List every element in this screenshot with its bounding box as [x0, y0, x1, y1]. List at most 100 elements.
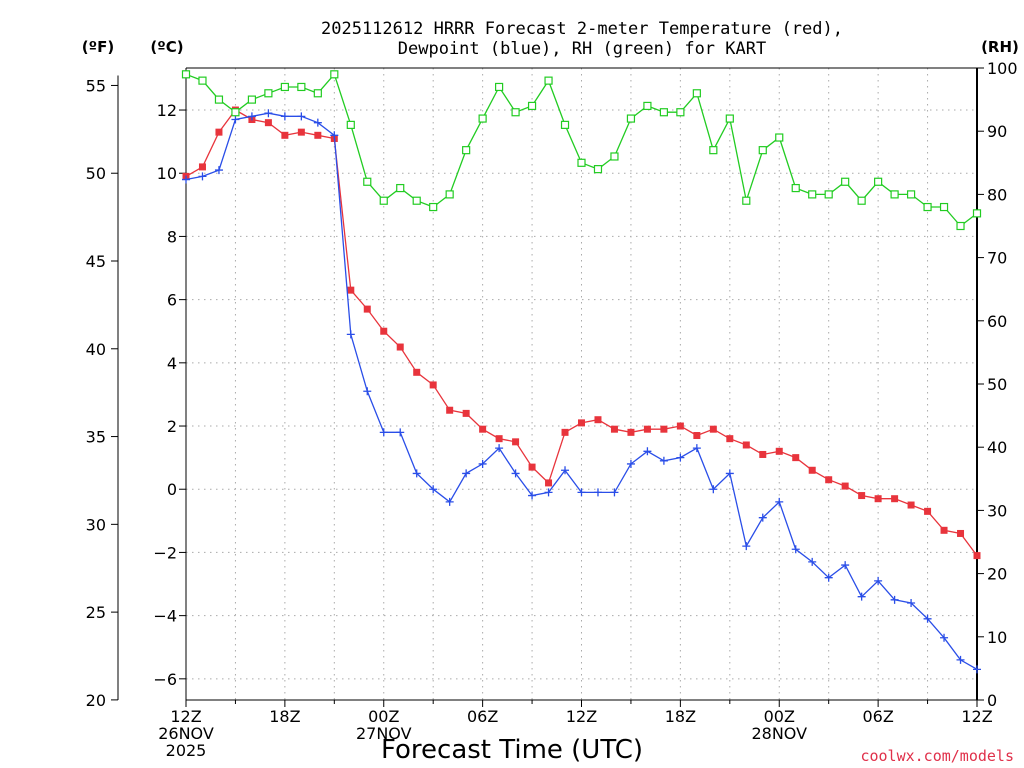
- x-tick-label: 2025: [166, 741, 207, 760]
- data-point-marker: [445, 497, 454, 506]
- data-point-marker: [231, 108, 240, 117]
- data-point-marker: [545, 479, 553, 487]
- data-point-marker: [314, 131, 322, 139]
- data-point-marker: [528, 491, 537, 500]
- chart-title-line-1: 2025112612 HRRR Forecast 2-meter Tempera…: [321, 19, 843, 39]
- rh-tick-label: 80: [987, 185, 1007, 204]
- data-point-marker: [775, 133, 784, 142]
- data-point-marker: [280, 82, 289, 92]
- data-point-marker: [330, 131, 339, 140]
- data-point-marker: [643, 447, 652, 456]
- x-tick-label: 12Z: [566, 707, 597, 726]
- data-point-marker: [610, 425, 618, 433]
- rh-tick-label: 60: [987, 312, 1007, 331]
- data-point-marker: [956, 655, 965, 664]
- data-point-marker: [512, 438, 520, 446]
- series-2-meter-temperature: [182, 106, 981, 560]
- data-point-marker: [379, 196, 388, 205]
- data-point-marker: [874, 177, 883, 186]
- data-point-marker: [247, 95, 257, 104]
- data-point-marker: [594, 416, 602, 424]
- data-point-marker: [841, 177, 850, 186]
- data-point-marker: [824, 190, 833, 199]
- data-point-marker: [973, 665, 981, 674]
- data-point-marker: [577, 158, 586, 167]
- data-point-marker: [890, 595, 899, 604]
- data-point-marker: [725, 114, 734, 123]
- data-point-marker: [462, 469, 471, 478]
- data-point-marker: [610, 152, 619, 161]
- celsius-tick-label: −6: [153, 670, 177, 689]
- data-point-marker: [825, 476, 833, 484]
- data-point-marker: [692, 444, 701, 453]
- rh-unit-label: (RH): [981, 38, 1019, 56]
- data-point-marker: [346, 330, 355, 339]
- celsius-tick-label: 2: [167, 417, 177, 436]
- data-point-marker: [940, 526, 948, 534]
- data-point-marker: [347, 286, 355, 294]
- data-point-marker: [313, 118, 322, 127]
- data-point-marker: [462, 146, 471, 155]
- rh-tick-label: 50: [987, 375, 1007, 394]
- data-point-marker: [593, 165, 603, 174]
- data-point-marker: [742, 441, 750, 449]
- rh-tick-label: 70: [987, 249, 1007, 268]
- data-point-marker: [214, 95, 224, 104]
- rh-tick-label: 100: [987, 59, 1018, 78]
- celsius-tick-label: 8: [167, 227, 177, 246]
- x-tick-label: 18Z: [269, 707, 300, 726]
- data-point-marker: [330, 70, 339, 79]
- axes: −6−4−20246810122025303540455055010203040…: [86, 59, 1018, 760]
- data-point-marker: [198, 76, 207, 85]
- data-point-marker: [923, 202, 932, 212]
- data-point-marker: [297, 112, 306, 121]
- data-point-marker: [709, 485, 718, 494]
- data-point-marker: [561, 466, 570, 475]
- rh-tick-label: 40: [987, 438, 1007, 457]
- data-point-marker: [891, 495, 899, 503]
- data-series: [181, 70, 982, 674]
- data-point-marker: [313, 89, 322, 98]
- data-point-marker: [198, 163, 206, 171]
- data-point-marker: [280, 112, 289, 121]
- data-point-marker: [544, 76, 553, 85]
- data-point-marker: [726, 435, 734, 443]
- data-point-marker: [478, 459, 487, 468]
- data-point-marker: [479, 425, 487, 433]
- fahrenheit-tick-label: 20: [86, 691, 106, 710]
- data-point-marker: [363, 177, 372, 186]
- data-point-marker: [214, 166, 223, 175]
- data-point-marker: [511, 108, 520, 117]
- x-tick-label: 06Z: [862, 707, 893, 726]
- data-point-marker: [495, 435, 503, 443]
- chart-title-line-2: Dewpoint (blue), RH (green) for KART: [398, 39, 766, 59]
- data-point-marker: [742, 542, 751, 551]
- data-point-marker: [247, 112, 256, 121]
- data-point-marker: [792, 454, 800, 462]
- data-point-marker: [626, 459, 635, 468]
- data-point-marker: [758, 513, 767, 522]
- celsius-tick-label: 10: [157, 164, 177, 183]
- data-point-marker: [544, 488, 553, 497]
- data-point-marker: [907, 501, 915, 509]
- data-point-marker: [446, 406, 454, 414]
- data-point-marker: [264, 119, 272, 127]
- x-tick-label: 18Z: [665, 707, 696, 726]
- data-point-marker: [495, 82, 504, 92]
- data-point-marker: [610, 488, 619, 497]
- data-point-marker: [857, 196, 866, 205]
- data-point-marker: [412, 196, 421, 205]
- data-point-marker: [429, 485, 438, 494]
- data-point-marker: [676, 453, 685, 462]
- data-point-marker: [363, 305, 371, 313]
- data-point-marker: [907, 598, 916, 607]
- data-point-marker: [181, 70, 191, 79]
- data-point-marker: [560, 120, 570, 129]
- data-point-marker: [380, 327, 388, 335]
- data-point-marker: [742, 196, 751, 205]
- data-point-marker: [874, 495, 882, 503]
- data-point-marker: [445, 190, 454, 199]
- data-point-marker: [264, 89, 273, 98]
- data-point-marker: [527, 101, 537, 111]
- data-point-marker: [182, 175, 190, 184]
